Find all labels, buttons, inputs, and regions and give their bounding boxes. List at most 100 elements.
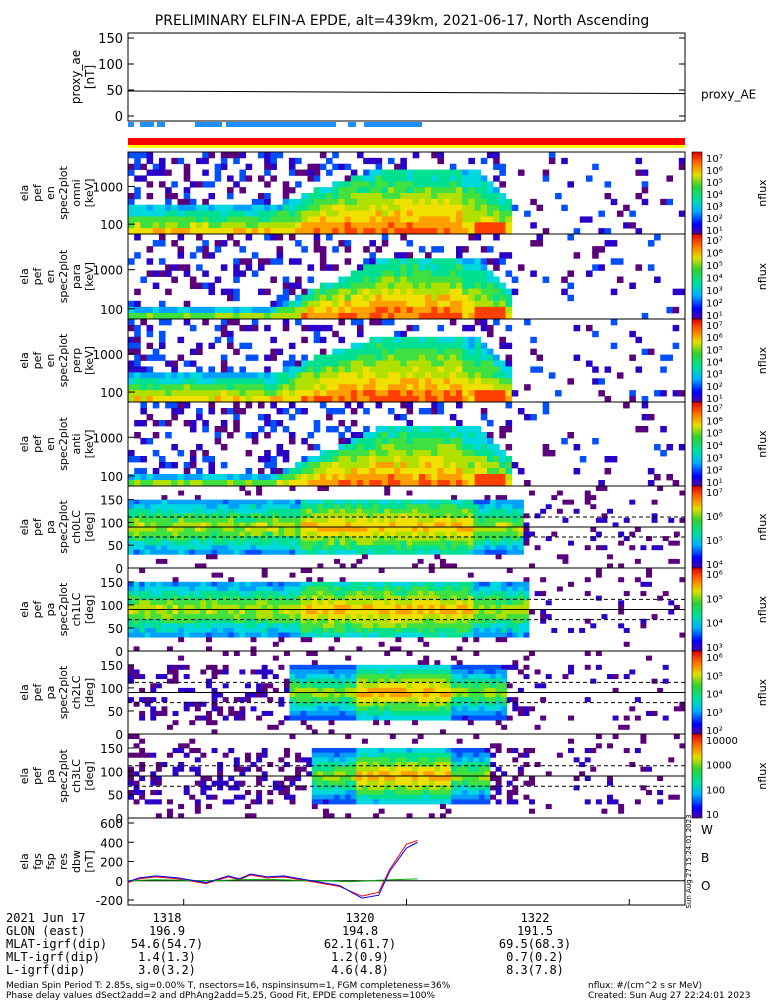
spectrogram-cell bbox=[155, 504, 162, 510]
spectrogram-cell bbox=[400, 706, 407, 712]
spectrogram-cell bbox=[668, 540, 675, 546]
spectrogram-cell bbox=[282, 294, 290, 302]
spectrogram-cell bbox=[134, 390, 141, 397]
spectrogram-cell bbox=[462, 540, 469, 546]
spectrogram-cell bbox=[165, 228, 172, 235]
spectrogram-cell bbox=[205, 531, 212, 537]
spectrogram-cell bbox=[295, 609, 302, 615]
spectrogram-cell bbox=[177, 396, 185, 403]
spectrogram-cell bbox=[158, 319, 166, 326]
spectrogram-cell bbox=[338, 444, 346, 451]
spectrogram-cell bbox=[412, 692, 419, 698]
spectrogram-cell bbox=[306, 549, 313, 555]
spectrogram-cell bbox=[423, 614, 430, 620]
spectrogram-cell bbox=[474, 175, 482, 182]
spectrogram-cell bbox=[345, 504, 352, 510]
spectrogram-cell bbox=[449, 216, 457, 223]
spectrogram-cell bbox=[228, 623, 235, 629]
spectrogram-cell bbox=[417, 591, 424, 597]
spectrogram-cell bbox=[146, 378, 154, 385]
spectrogram-cell bbox=[373, 527, 380, 532]
y-tick-label: 50 bbox=[108, 539, 123, 553]
spectrogram-cell bbox=[585, 360, 593, 367]
spectrogram-cell bbox=[490, 604, 497, 610]
spectrogram-cell bbox=[467, 531, 474, 537]
spectrogram-cell bbox=[150, 581, 157, 587]
spectrogram-cell bbox=[345, 591, 352, 597]
spectrogram-cell bbox=[134, 372, 141, 379]
spectrogram-cell bbox=[400, 163, 407, 170]
spectrogram-cell bbox=[152, 474, 160, 481]
spectrogram-cell bbox=[451, 623, 458, 629]
spectrogram-cell bbox=[295, 228, 302, 235]
spectrogram-cell bbox=[486, 348, 494, 355]
spectrogram-cell bbox=[133, 632, 140, 638]
spectrogram-cell bbox=[222, 513, 229, 519]
spectrogram-cell bbox=[666, 175, 674, 182]
spectrogram-cell bbox=[495, 499, 502, 505]
spectrogram-cell bbox=[189, 228, 197, 235]
spectrogram-cell bbox=[431, 175, 438, 182]
spectrogram-cell bbox=[610, 456, 618, 463]
spectrogram-cell bbox=[205, 632, 212, 638]
spectrogram-cell bbox=[523, 618, 530, 624]
spectrogram-cell bbox=[233, 414, 240, 421]
spectrogram-cell bbox=[616, 372, 624, 379]
spectrogram-cell bbox=[350, 282, 358, 290]
spectrogram-cell bbox=[363, 468, 370, 475]
spectrogram-cell bbox=[289, 701, 296, 707]
spectrogram-cell bbox=[217, 504, 224, 510]
spectrogram-cell bbox=[406, 614, 413, 620]
spectrogram-cell bbox=[307, 204, 315, 211]
spectrogram-cell bbox=[150, 632, 157, 638]
spectrogram-cell bbox=[165, 222, 172, 229]
spectrogram-cell bbox=[282, 384, 290, 391]
spectrogram-cell bbox=[319, 390, 327, 397]
spectrogram-cell bbox=[350, 513, 357, 519]
spectrogram-cell bbox=[406, 384, 414, 391]
spectrogram-cell bbox=[128, 618, 134, 624]
spectrogram-cell bbox=[250, 651, 257, 657]
spectrogram-cell bbox=[381, 198, 389, 206]
spectrogram-cell bbox=[412, 627, 419, 633]
spectrogram-cell bbox=[317, 604, 324, 610]
spectrogram-cell bbox=[418, 480, 426, 487]
coverage-segment bbox=[195, 122, 222, 127]
spectrogram-cell bbox=[211, 586, 218, 592]
spectrogram-cell bbox=[428, 683, 435, 689]
spectrogram-cell bbox=[222, 527, 229, 532]
spectrogram-cell bbox=[412, 609, 419, 615]
spectrogram-cell bbox=[505, 480, 513, 487]
spectrogram-cell bbox=[146, 480, 154, 487]
spectrogram-cell bbox=[394, 384, 401, 391]
spectrogram-cell bbox=[288, 300, 296, 308]
spectrogram-cell bbox=[158, 462, 166, 469]
spectrogram-cell bbox=[400, 678, 407, 684]
spectrogram-cell bbox=[439, 674, 446, 680]
spectrogram-cell bbox=[473, 678, 480, 684]
spectrogram-cell bbox=[381, 366, 389, 373]
spectrogram-cell bbox=[228, 706, 235, 712]
spectrogram-cell bbox=[428, 706, 435, 712]
spectrogram-cell bbox=[222, 581, 229, 587]
spectrogram-cell bbox=[256, 540, 263, 546]
spectrogram-cell bbox=[256, 490, 263, 496]
spectrogram-cell bbox=[428, 632, 435, 638]
spectrogram-cell bbox=[161, 517, 168, 523]
spectrogram-cell bbox=[601, 545, 608, 551]
spectrogram-cell bbox=[239, 396, 246, 403]
spectrogram-cell bbox=[629, 330, 636, 338]
spectrogram-cell bbox=[161, 632, 168, 638]
spectrogram-cell bbox=[194, 540, 201, 546]
spectrogram-cell bbox=[529, 490, 536, 496]
spectrogram-cell bbox=[493, 378, 500, 385]
spectrogram-cell bbox=[158, 396, 166, 403]
spectrogram-cell bbox=[300, 678, 307, 684]
spectrogram-cell bbox=[423, 660, 430, 666]
spectrogram-cell bbox=[288, 390, 296, 397]
spectrogram-cell bbox=[517, 522, 524, 528]
spectrogram-cell bbox=[434, 508, 441, 514]
spectrogram-cell bbox=[369, 288, 376, 296]
spectrogram-cell bbox=[486, 228, 494, 235]
spectrogram-cell bbox=[468, 294, 475, 302]
